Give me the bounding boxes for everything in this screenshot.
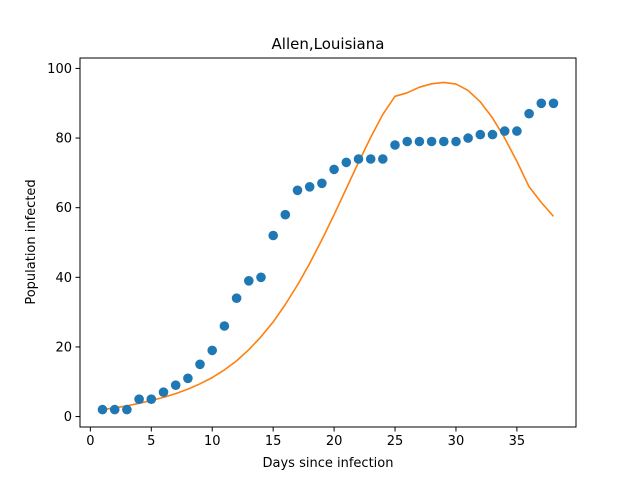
x-tick-label: 10 xyxy=(204,434,221,449)
data-point xyxy=(280,209,291,220)
data-point xyxy=(524,108,534,119)
data-point xyxy=(109,404,120,415)
data-point xyxy=(292,185,303,196)
axes-frame xyxy=(79,57,577,428)
y-tick-label: 60 xyxy=(55,201,72,216)
data-point xyxy=(365,154,376,164)
x-tick-label: 35 xyxy=(509,434,526,449)
data-point xyxy=(512,126,522,136)
data-point xyxy=(451,136,461,147)
data-point xyxy=(195,359,205,370)
chart-title: Allen,Louisiana xyxy=(272,35,385,53)
y-tick-label: 20 xyxy=(55,340,72,355)
data-point xyxy=(353,154,364,164)
x-tick-label: 5 xyxy=(147,434,155,449)
data-point xyxy=(402,136,413,147)
axes: 0 5 10 15 20 25 30 35 0 20 40 60 80 100 xyxy=(47,57,577,449)
data-point xyxy=(183,373,193,384)
data-point xyxy=(487,129,498,140)
data-point xyxy=(390,140,400,150)
data-point xyxy=(499,126,510,136)
data-point xyxy=(244,276,254,286)
x-tick-label: 0 xyxy=(86,434,94,449)
data-point xyxy=(122,404,132,415)
data-point xyxy=(97,404,108,415)
data-point xyxy=(146,394,157,405)
data-point xyxy=(256,272,266,283)
y-tick-label: 0 xyxy=(64,410,72,425)
x-tick-label: 20 xyxy=(326,434,343,449)
data-point xyxy=(170,380,181,391)
y-tick-label: 80 xyxy=(55,132,72,147)
data-point xyxy=(219,321,230,331)
plot-area xyxy=(97,81,559,415)
data-point xyxy=(414,136,425,147)
data-point xyxy=(268,230,279,241)
x-tick-label: 30 xyxy=(448,434,465,449)
x-tick-label: 15 xyxy=(265,434,282,449)
x-axis-label: Days since infection xyxy=(263,456,394,471)
data-point xyxy=(341,157,352,168)
y-tick-label: 100 xyxy=(47,62,72,77)
data-point xyxy=(304,182,315,192)
data-point xyxy=(158,387,169,398)
y-axis-label: Population infected xyxy=(24,179,39,304)
y-tick-label: 40 xyxy=(55,271,72,286)
data-point xyxy=(317,178,327,189)
data-point xyxy=(207,345,217,356)
data-point xyxy=(426,136,437,147)
data-point xyxy=(463,133,473,143)
data-point xyxy=(329,164,339,175)
data-point xyxy=(536,98,547,109)
data-point xyxy=(475,129,486,140)
data-point xyxy=(134,394,144,405)
data-point xyxy=(231,293,242,304)
data-point xyxy=(378,154,388,164)
fit-line xyxy=(102,81,555,411)
x-tick-label: 25 xyxy=(387,434,404,449)
data-point xyxy=(439,136,449,147)
data-point xyxy=(548,98,559,109)
